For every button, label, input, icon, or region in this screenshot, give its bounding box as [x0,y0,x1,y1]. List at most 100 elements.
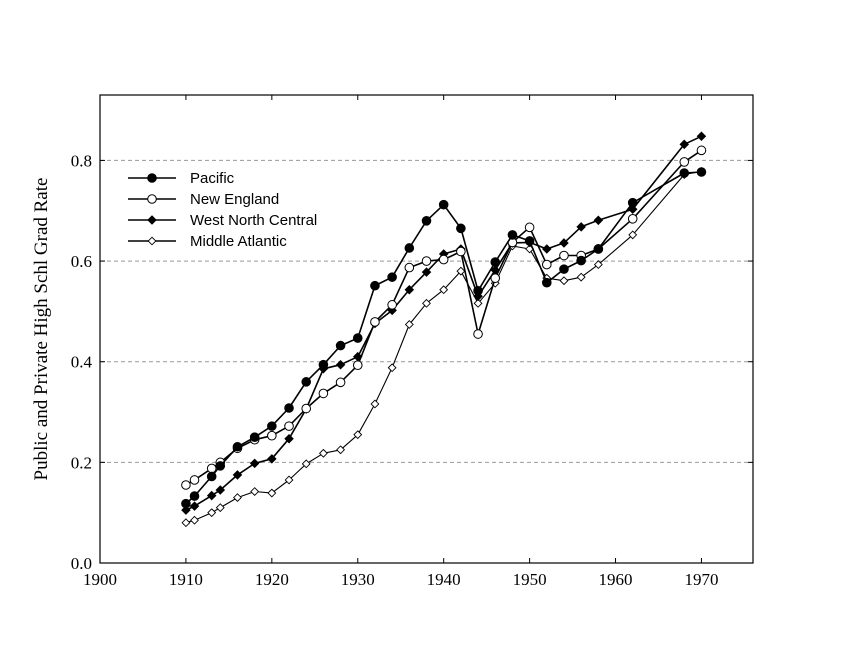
data-point-pacific [696,167,707,177]
data-point-middle-atlantic [207,508,217,518]
x-tick-label: 1920 [255,570,289,589]
legend-label: Middle Atlantic [190,233,287,250]
data-point-new-england [438,254,449,265]
data-point-new-england [181,480,191,490]
data-point-new-england [267,430,277,441]
legend-marker [147,194,157,204]
data-point-pacific [318,359,329,370]
legend-marker [147,236,157,246]
data-point-middle-atlantic [439,285,449,295]
data-point-west-north-central [335,359,346,370]
data-point-pacific [473,285,483,296]
data-point-west-north-central [232,470,243,480]
data-point-new-england [524,222,535,233]
data-point-pacific [679,168,690,178]
data-point-middle-atlantic [593,260,603,270]
x-tick-label: 1940 [427,570,461,589]
legend-label: West North Central [190,212,317,229]
y-tick-label: 0.8 [71,151,92,170]
legend-marker [147,215,157,225]
data-point-pacific [267,421,277,431]
data-point-west-north-central [404,284,415,295]
x-tick-label: 1950 [513,570,547,589]
data-point-middle-atlantic [628,230,638,240]
data-point-west-north-central [576,222,586,232]
data-point-new-england [473,329,483,339]
data-point-middle-atlantic [576,272,586,282]
data-point-pacific [189,491,200,501]
data-point-pacific [215,461,226,471]
data-point-pacific [490,257,501,267]
data-point-west-north-central [206,490,217,501]
legend-entry-middle-atlantic: Middle Atlantic [128,233,287,250]
data-point-new-england [696,145,707,156]
data-point-pacific [232,441,243,452]
data-point-new-england [301,403,312,414]
data-point-west-north-central [181,505,191,515]
data-point-new-england [284,421,294,431]
data-point-middle-atlantic [301,459,311,469]
data-point-pacific [387,272,397,282]
data-point-new-england [404,262,415,273]
data-point-new-england [352,360,363,371]
data-point-west-north-central [189,501,200,511]
data-point-new-england [490,273,501,283]
data-point-middle-atlantic [267,488,277,498]
legend-entry-pacific: Pacific [128,170,235,187]
data-point-middle-atlantic [370,399,380,409]
series-west-north-central [181,131,707,515]
data-point-pacific [404,243,415,253]
data-point-new-england [627,213,638,224]
data-point-middle-atlantic [473,298,483,308]
legend-label: New England [190,191,279,208]
data-point-pacific [627,197,638,208]
data-point-pacific [524,236,535,246]
x-tick-label: 1970 [684,570,718,589]
data-point-pacific [181,498,191,509]
y-tick-label: 0.6 [71,252,92,271]
y-tick-label: 0.2 [71,453,92,472]
data-point-middle-atlantic [181,518,191,528]
data-point-west-north-central [593,215,604,226]
data-point-west-north-central [627,204,638,214]
data-point-middle-atlantic [422,298,431,308]
gridlines [100,159,753,463]
data-point-pacific [284,403,294,413]
data-point-pacific [438,199,449,210]
data-point-middle-atlantic [336,445,346,455]
data-point-west-north-central [559,238,569,248]
legend-marker [147,173,157,183]
data-point-middle-atlantic [318,448,328,458]
x-tick-label: 1900 [83,570,117,589]
y-tick-label: 0.4 [71,353,93,372]
legend: Pacific New England West North Central Midd… [128,170,317,250]
data-point-pacific [421,216,432,226]
data-point-pacific [576,255,586,266]
x-tick-label: 1910 [169,570,203,589]
legend-entry-west-north-central: West North Central [128,212,317,229]
data-point-middle-atlantic [250,487,260,496]
data-point-pacific [206,471,217,482]
data-point-middle-atlantic [284,475,294,485]
data-point-new-england [370,317,380,327]
data-point-middle-atlantic [559,276,569,286]
data-point-new-england [387,300,397,310]
axis-ticks: 0.0 0.2 0.4 0.6 0.8 1900 1910 1920 1930 1940 1950 1… [71,95,753,589]
x-tick-label: 1930 [341,570,375,589]
data-point-west-north-central [421,267,432,277]
data-point-pacific [335,340,346,351]
data-point-new-england [456,246,466,257]
data-point-new-england [335,377,346,388]
legend-entry-new-england: New England [128,191,279,208]
data-point-new-england [189,475,200,485]
plot-frame [99,94,754,564]
data-point-new-england [541,259,552,270]
y-tick-label: 0.0 [71,554,92,573]
data-point-west-north-central [215,485,226,495]
data-point-west-north-central [542,244,552,254]
data-point-new-england [421,256,432,266]
series-new-england [181,145,707,490]
data-point-pacific [559,264,569,274]
data-point-middle-atlantic [233,493,242,503]
